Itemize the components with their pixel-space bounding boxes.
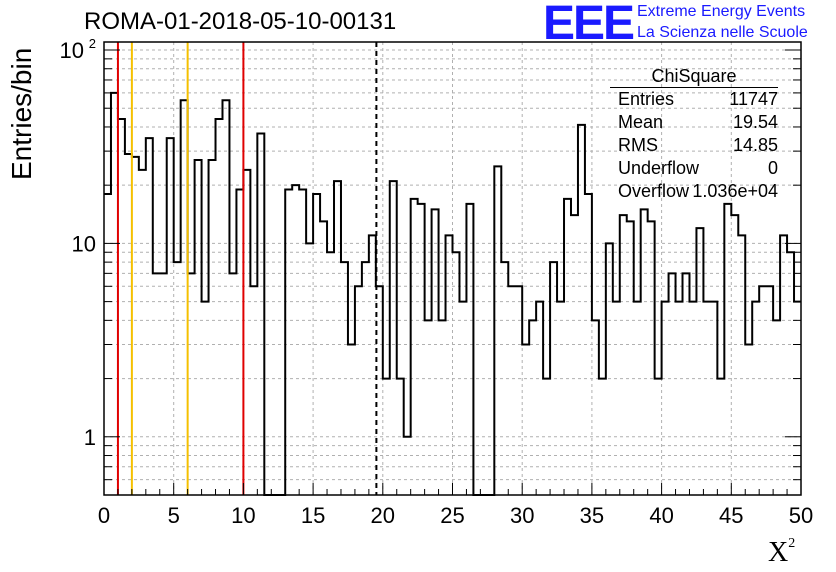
stats-key: RMS	[618, 135, 658, 155]
stats-value: 14.85	[732, 135, 778, 155]
x-tick-label: 50	[789, 503, 813, 528]
y-tick-label: 10	[72, 231, 96, 256]
stats-title: ChiSquare	[610, 66, 778, 88]
stats-value: 11747	[729, 89, 778, 109]
y-tick-label: 1	[84, 425, 96, 450]
x-tick-label: 30	[510, 503, 534, 528]
stats-row-entries: Entries 11747	[610, 88, 778, 111]
x-tick-label: 0	[98, 503, 110, 528]
stats-row-rms: RMS 14.85	[610, 134, 778, 157]
histogram-series	[104, 91, 801, 496]
chart-title: ROMA-01-2018-05-10-00131	[84, 8, 397, 35]
stats-value: 19.54	[732, 112, 778, 132]
stats-row-underflow: Underflow 0	[610, 157, 778, 180]
y-tick-label: 10	[60, 38, 84, 63]
stats-key: Entries	[618, 89, 675, 109]
x-tick-label: 5	[168, 503, 180, 528]
x-tick-label: 20	[371, 503, 395, 528]
stats-box: ChiSquare Entries 11747 Mean 19.54 RMS 14.8…	[610, 66, 778, 203]
stats-row-mean: Mean 19.54	[610, 111, 778, 134]
x-tick-label: 25	[440, 503, 464, 528]
stats-key: Overflow	[618, 181, 690, 201]
y-tick-label-exponent: 2	[89, 36, 96, 51]
x-axis-label: X2	[768, 536, 795, 569]
eee-logo: EEE	[543, 0, 635, 50]
stats-row-overflow: Overflow 1.036e+04	[610, 180, 778, 203]
stats-value: 0	[767, 158, 778, 178]
logo-line-1: Extreme Energy Events	[637, 3, 806, 20]
x-tick-label: 45	[719, 503, 743, 528]
stats-key: Mean	[618, 112, 664, 132]
x-tick-label: 40	[649, 503, 673, 528]
stats-value: 1.036e+04	[692, 181, 778, 201]
x-tick-label: 15	[301, 503, 325, 528]
x-axis-label-exponent: 2	[788, 536, 796, 551]
x-tick-label: 10	[231, 503, 255, 528]
x-tick-label: 35	[580, 503, 604, 528]
x-axis-label-base: X	[768, 537, 789, 568]
stats-key: Underflow	[618, 158, 700, 178]
logo-line-2: La Scienza nelle Scuole	[637, 24, 808, 41]
